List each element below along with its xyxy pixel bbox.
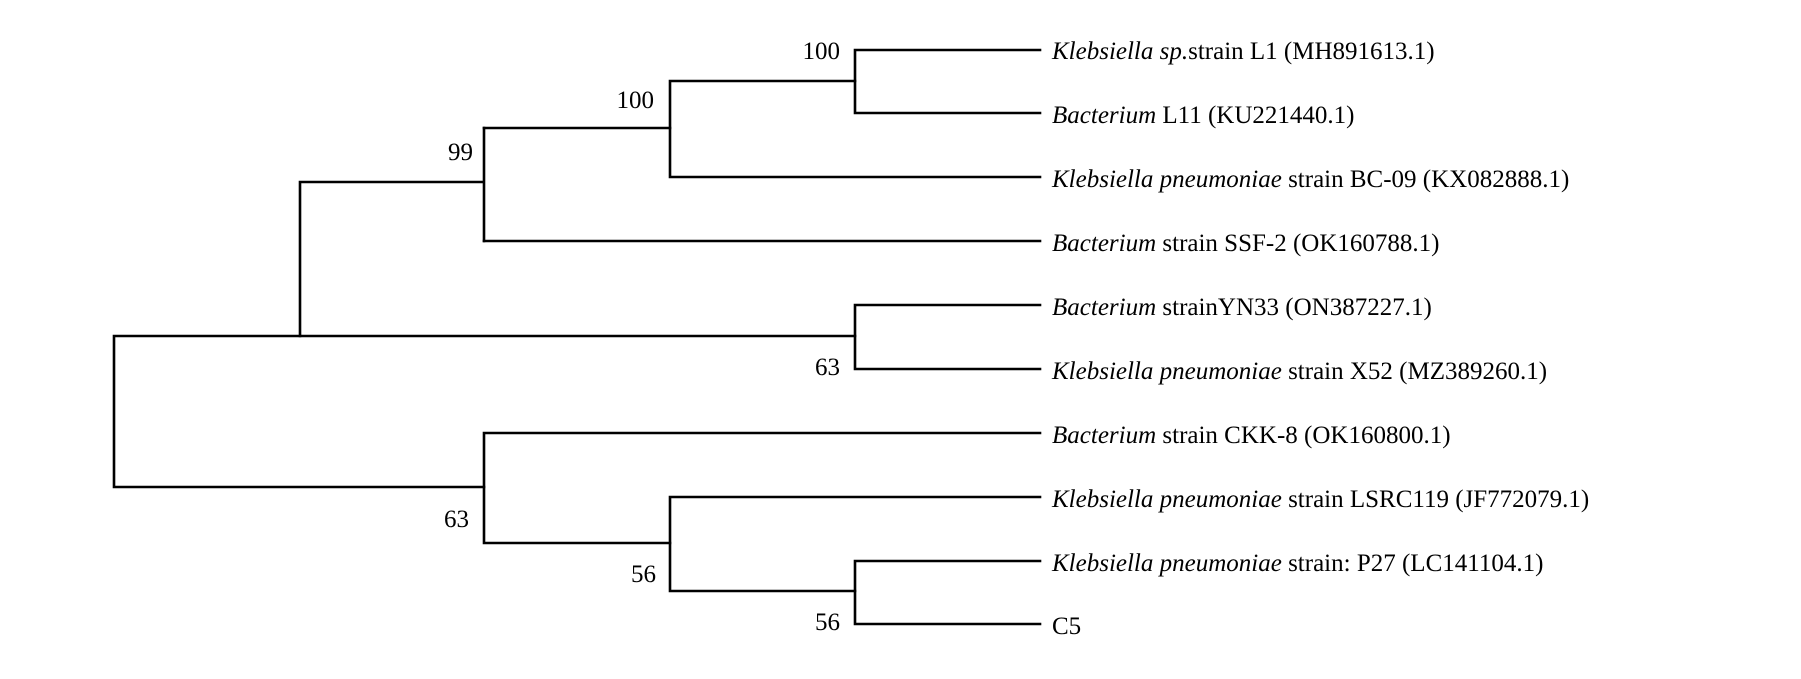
- leaf-label: Klebsiella pneumoniae strain LSRC119 (JF…: [1051, 486, 1589, 513]
- branch-node-56-inner: [853, 559, 1042, 626]
- tree-branches: [112, 48, 1042, 626]
- support-value: 100: [803, 38, 841, 65]
- leaf-label: Bacterium strainYN33 (ON387227.1): [1052, 294, 1432, 321]
- leaf-label: Klebsiella pneumoniae strain: P27 (LC141…: [1051, 550, 1543, 577]
- leaf-label: Klebsiella pneumoniae strain X52 (MZ3892…: [1051, 358, 1547, 385]
- support-values: 100 100 99 63 63 56 56: [444, 38, 840, 636]
- support-value: 56: [815, 609, 840, 636]
- branch-upper-clade: [298, 126, 857, 338]
- branch-node-63-upper: [853, 303, 1042, 371]
- support-value: 63: [444, 506, 469, 533]
- leaf-label: Bacterium L11 (KU221440.1): [1052, 102, 1355, 129]
- leaf-label: Bacterium strain CKK-8 (OK160800.1): [1052, 422, 1451, 449]
- leaf-label: Bacterium strain SSF-2 (OK160788.1): [1052, 230, 1439, 257]
- support-value: 56: [631, 561, 656, 588]
- branch-node-100-outer: [668, 79, 1042, 179]
- leaf-label: Klebsiella pneumoniae strain BC-09 (KX08…: [1051, 166, 1569, 193]
- support-value: 100: [617, 87, 655, 114]
- support-value: 63: [815, 354, 840, 381]
- branch-root: [112, 334, 486, 489]
- leaf-label: C5: [1052, 613, 1081, 640]
- branch-node-63-lower: [482, 431, 1042, 545]
- leaf-label: Klebsiella sp.strain L1 (MH891613.1): [1051, 38, 1435, 65]
- leaf-labels: Klebsiella sp.strain L1 (MH891613.1) Bac…: [1051, 38, 1589, 640]
- support-value: 99: [448, 139, 473, 166]
- branch-node-56-outer: [668, 495, 1042, 593]
- branch-node-99: [482, 126, 1042, 243]
- branch-node-100-inner: [853, 48, 1042, 115]
